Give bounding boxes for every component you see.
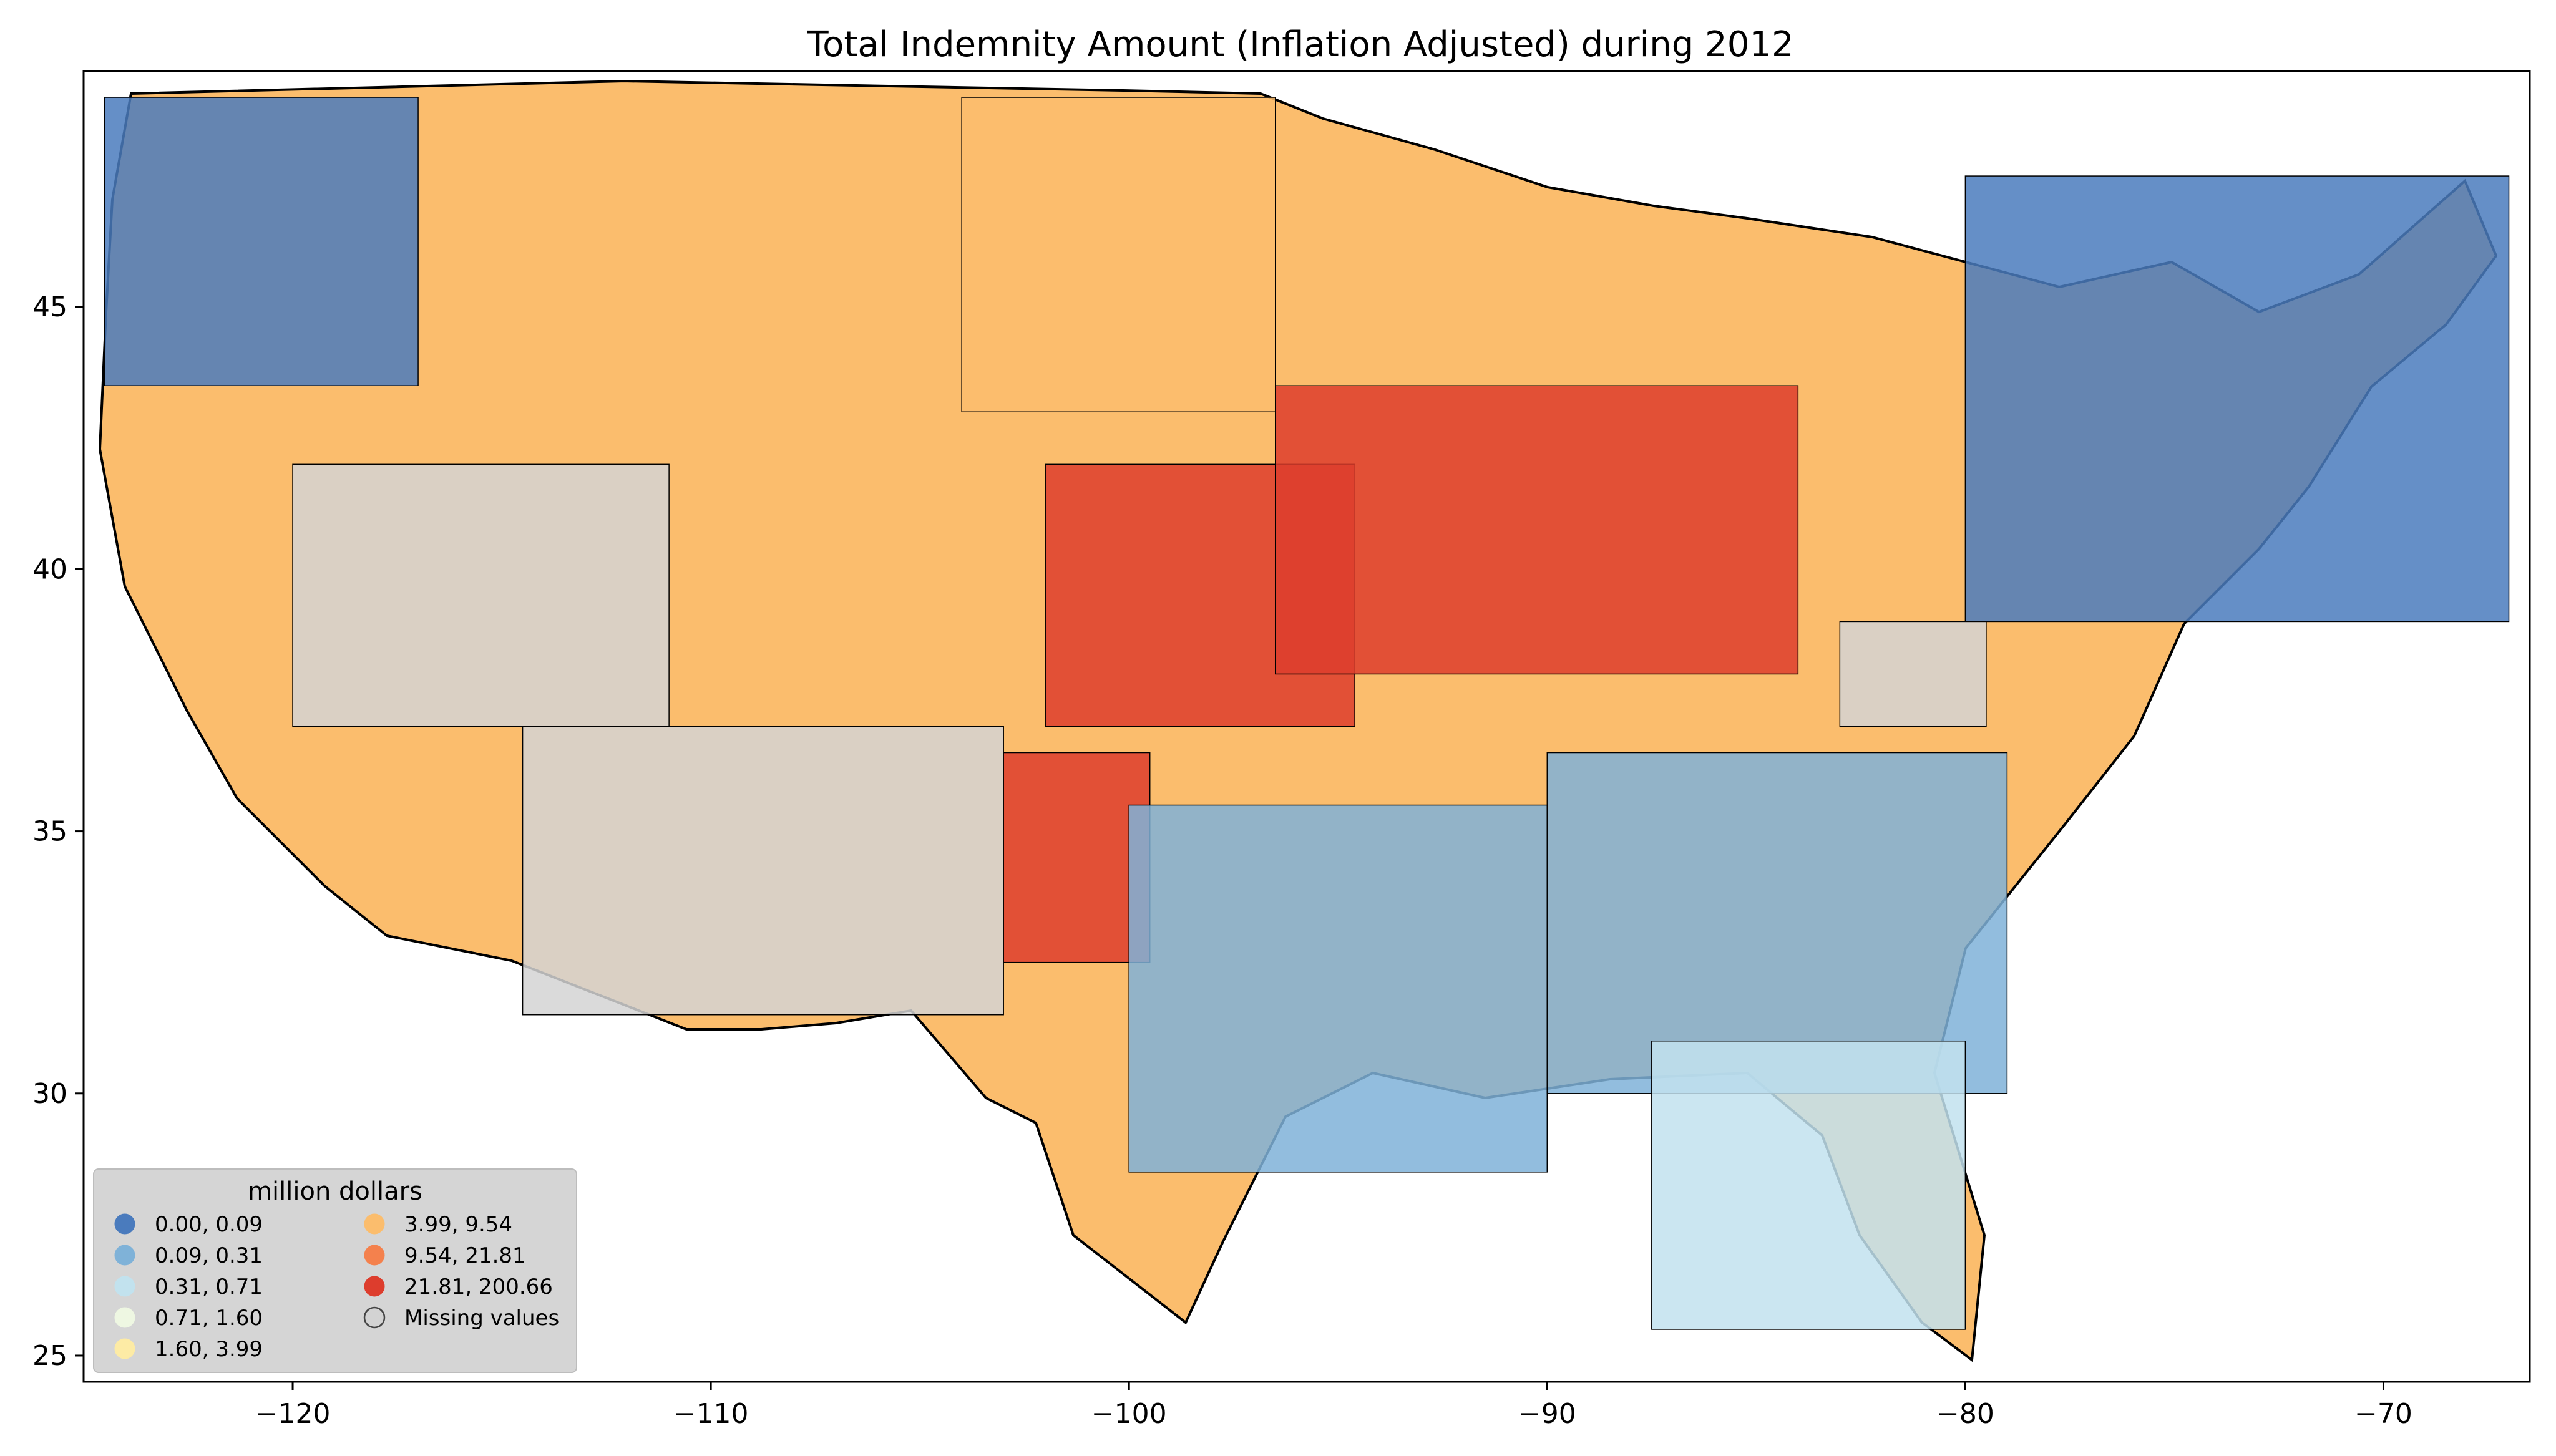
x-tick-label: −90 — [1518, 1398, 1576, 1430]
legend-box — [93, 1168, 577, 1373]
legend-label: 0.71, 1.60 — [155, 1306, 263, 1331]
x-axis: −120 −110 −100 −90 −80 −70 — [255, 1382, 2412, 1430]
legend-marker — [114, 1213, 135, 1235]
map-layer — [98, 79, 2510, 1362]
legend-label: 21.81, 200.66 — [404, 1274, 553, 1299]
x-tick-label: −100 — [1091, 1398, 1167, 1430]
legend-marker — [364, 1245, 385, 1266]
plot-frame — [82, 70, 2531, 1383]
legend-label: 0.00, 0.09 — [155, 1212, 263, 1237]
map-region-southwest — [522, 726, 1004, 1016]
map-region-northeast — [1964, 175, 2510, 623]
legend-marker — [363, 1306, 386, 1329]
x-tick-label: −70 — [2354, 1398, 2412, 1430]
x-tick-label: −80 — [1936, 1398, 1994, 1430]
map-region-pacific-northwest — [104, 97, 419, 386]
legend-marker — [114, 1307, 135, 1328]
legend-marker — [364, 1276, 385, 1297]
legend-marker — [114, 1245, 135, 1266]
legend-title: million dollars — [248, 1177, 422, 1206]
map-region-florida — [1651, 1040, 1966, 1330]
legend-marker — [114, 1338, 135, 1359]
legend-marker — [114, 1276, 135, 1297]
y-tick-label: 25 — [32, 1340, 67, 1372]
legend: million dollars 0.00, 0.09 0.09, 0.31 0.31… — [93, 1168, 577, 1373]
legend-label: 0.31, 0.71 — [155, 1274, 263, 1299]
x-tick-label: −110 — [673, 1398, 749, 1430]
chart-title: Total Indemnity Amount (Inflation Adjust… — [806, 24, 1793, 65]
legend-label: Missing values — [404, 1306, 559, 1331]
legend-label: 0.09, 0.31 — [155, 1243, 263, 1268]
map-region-southeast — [1546, 752, 2008, 1094]
y-tick-label: 45 — [32, 291, 67, 323]
map-region-south-central — [1128, 804, 1548, 1173]
map-region-appalachia — [1839, 621, 1987, 727]
y-tick-label: 40 — [32, 553, 67, 585]
legend-label: 3.99, 9.54 — [404, 1212, 512, 1237]
legend-label: 1.60, 3.99 — [155, 1337, 263, 1362]
map-region-great-basin — [292, 463, 670, 727]
legend-marker — [364, 1213, 385, 1235]
x-tick-label: −120 — [255, 1398, 331, 1430]
map-region-texas-panhandle — [1003, 752, 1151, 963]
map-region-northern-plains — [961, 97, 1276, 413]
map-region-corn-belt — [1274, 385, 1799, 675]
legend-label: 9.54, 21.81 — [404, 1243, 526, 1268]
y-axis: 25 30 35 40 45 — [32, 291, 84, 1372]
y-tick-label: 30 — [32, 1078, 67, 1110]
y-tick-label: 35 — [32, 816, 67, 848]
